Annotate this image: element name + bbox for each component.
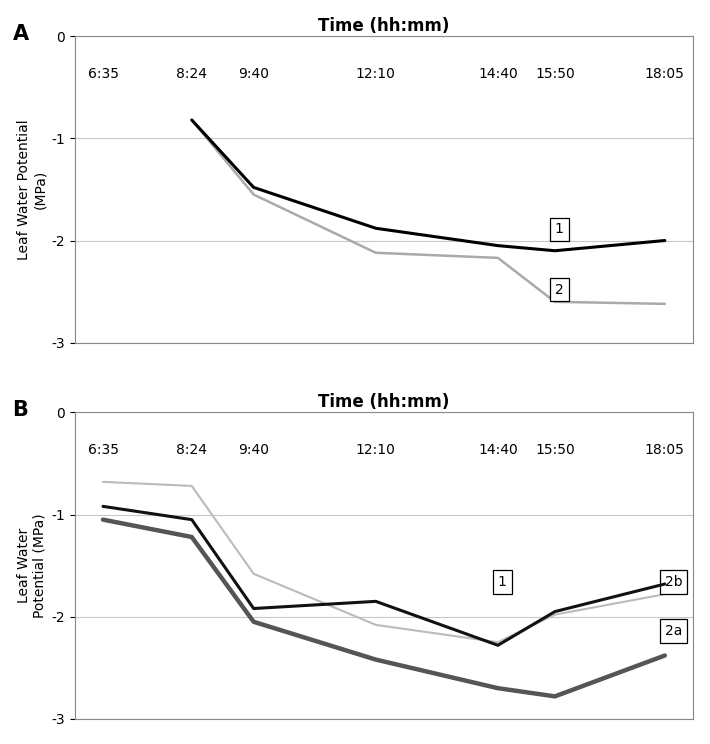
Text: 15:50: 15:50 (535, 443, 575, 457)
Title: Time (hh:mm): Time (hh:mm) (318, 393, 449, 411)
Text: 18:05: 18:05 (645, 443, 684, 457)
Text: A: A (13, 24, 28, 44)
Text: 2a: 2a (665, 624, 682, 638)
Title: Time (hh:mm): Time (hh:mm) (318, 16, 449, 35)
Text: 8:24: 8:24 (176, 67, 207, 81)
Y-axis label: Leaf Water Potential
(MPa): Leaf Water Potential (MPa) (16, 119, 47, 260)
Text: 9:40: 9:40 (238, 443, 269, 457)
Text: 18:05: 18:05 (645, 67, 684, 81)
Text: 6:35: 6:35 (87, 67, 119, 81)
Text: 12:10: 12:10 (356, 443, 395, 457)
Text: 14:40: 14:40 (478, 443, 518, 457)
Text: 2b: 2b (665, 575, 682, 589)
Text: B: B (13, 400, 28, 420)
Text: 12:10: 12:10 (356, 67, 395, 81)
Y-axis label: Leaf Water
Potential (MPa): Leaf Water Potential (MPa) (16, 513, 47, 618)
Text: 15:50: 15:50 (535, 67, 575, 81)
Text: 9:40: 9:40 (238, 67, 269, 81)
Text: 8:24: 8:24 (176, 443, 207, 457)
Text: 1: 1 (555, 222, 564, 237)
Text: 6:35: 6:35 (87, 443, 119, 457)
Text: 2: 2 (555, 283, 564, 297)
Text: 14:40: 14:40 (478, 67, 518, 81)
Text: 1: 1 (498, 575, 507, 589)
